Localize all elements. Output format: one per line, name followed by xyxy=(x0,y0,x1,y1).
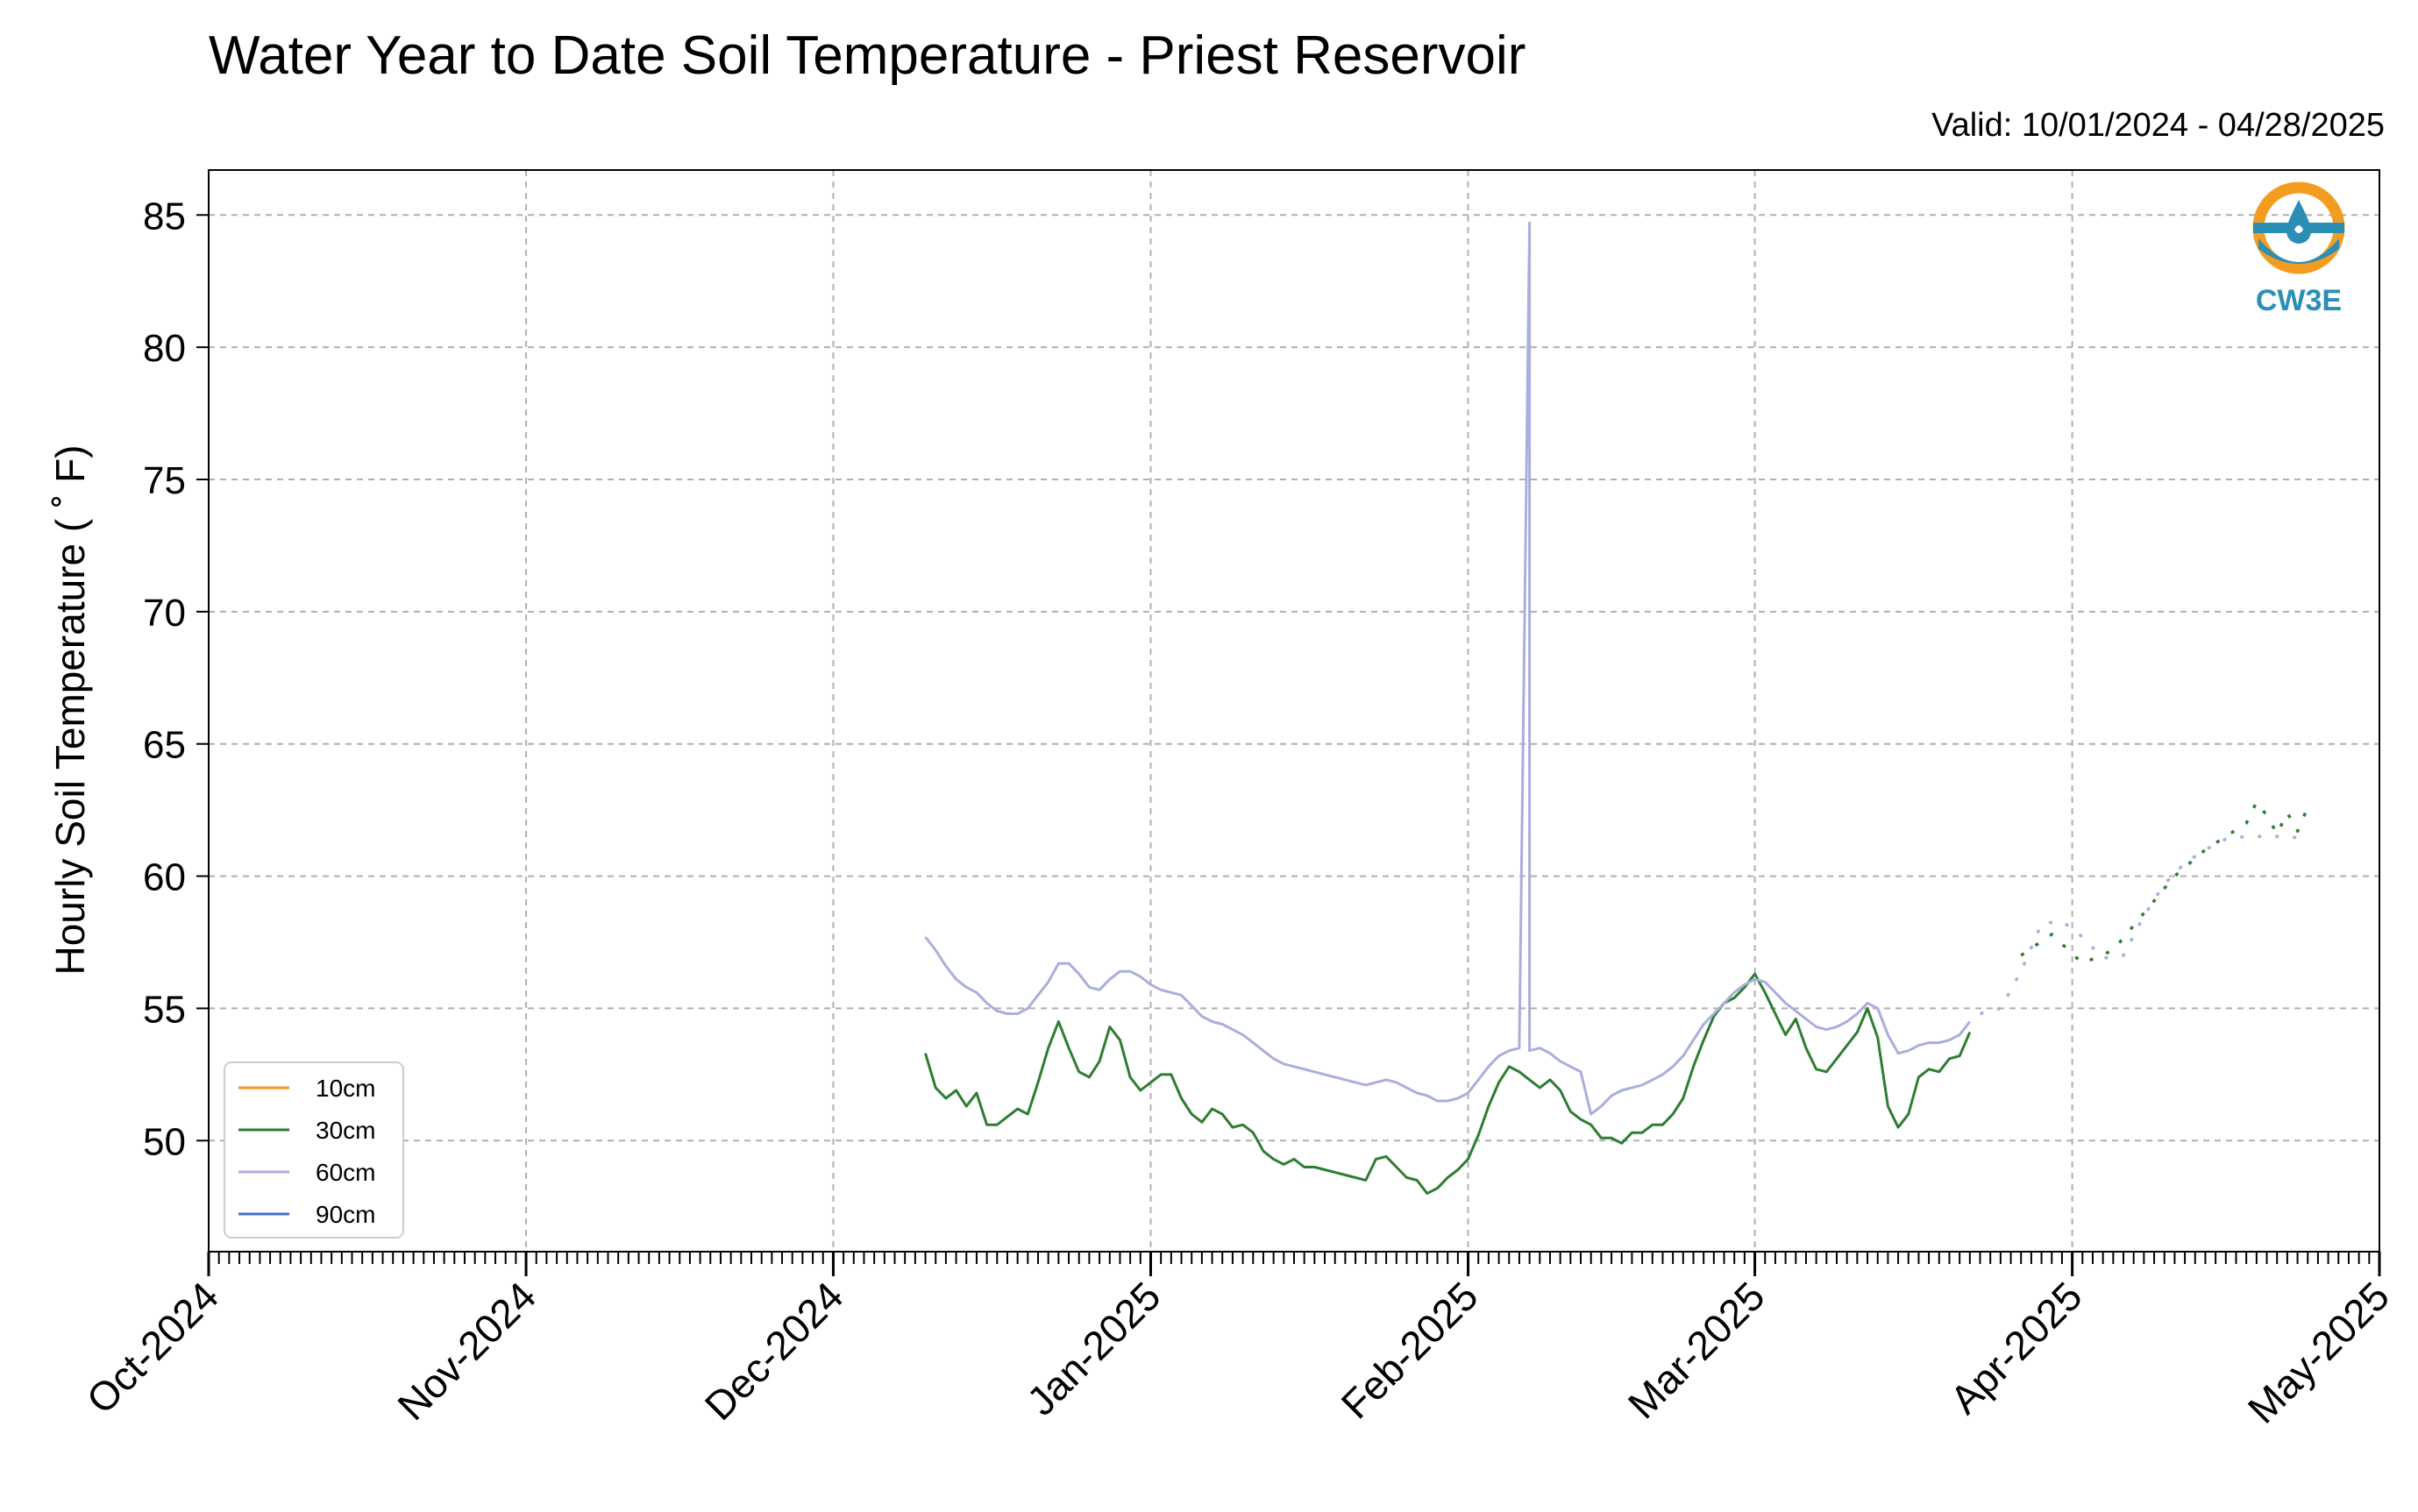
y-tick-label: 50 xyxy=(143,1120,186,1163)
cw3e-logo: CW3E xyxy=(2252,181,2345,317)
x-tick-label: Oct-2024 xyxy=(78,1273,228,1423)
series-line-60cm-late xyxy=(1980,834,2308,1016)
legend-label: 30cm xyxy=(316,1117,375,1144)
y-axis-label: Hourly Soil Temperature ( ˚ F) xyxy=(47,445,93,976)
x-tick-label: Jan-2025 xyxy=(1018,1273,1169,1423)
x-tick-label: Nov-2024 xyxy=(388,1273,544,1429)
y-tick-label: 70 xyxy=(143,592,186,635)
legend-item-60cm: 60cm xyxy=(238,1159,375,1186)
x-tick-label: Mar-2025 xyxy=(1619,1273,1774,1427)
legend-label: 90cm xyxy=(316,1201,375,1228)
legend-box xyxy=(224,1061,404,1239)
series-line-30cm xyxy=(924,972,1972,1196)
x-tick-label: Feb-2025 xyxy=(1333,1273,1487,1427)
legend-label: 60cm xyxy=(316,1159,375,1186)
y-tick-label: 80 xyxy=(143,327,186,370)
logo-text: CW3E xyxy=(2256,284,2342,317)
x-tick-label: May-2025 xyxy=(2239,1273,2398,1431)
legend-item-30cm: 30cm xyxy=(238,1117,375,1144)
series-line-60cm xyxy=(924,221,1971,1116)
x-tick-label: Apr-2025 xyxy=(1941,1273,2091,1423)
y-tick-label: 60 xyxy=(143,856,186,899)
y-tick-label: 65 xyxy=(143,724,186,767)
y-tick-label: 85 xyxy=(143,195,186,238)
plot-area-frame xyxy=(208,169,2380,1253)
y-tick-label: 55 xyxy=(143,988,186,1031)
logo-drop-highlight xyxy=(2294,225,2303,233)
logo-wave-lower xyxy=(2258,238,2339,264)
legend-item-90cm: 90cm xyxy=(238,1201,375,1228)
y-tick-label: 75 xyxy=(143,459,186,502)
series-lines xyxy=(924,221,2309,1196)
legend-label: 10cm xyxy=(316,1075,375,1102)
chart-title: Water Year to Date Soil Temperature - Pr… xyxy=(209,25,1526,86)
series-line-30cm-late xyxy=(2020,800,2309,965)
axes: 50 55 60 65 70 75 80 85 Oct-2024 Nov-2024 Dec-2024… xyxy=(78,195,2399,1431)
legend: 10cm 30cm 60cm 90cm xyxy=(224,1061,404,1239)
x-tick-label: Dec-2024 xyxy=(696,1273,852,1429)
valid-date-range: Valid: 10/01/2024 - 04/28/2025 xyxy=(1931,107,2385,144)
grid-lines xyxy=(208,170,2380,1252)
legend-item-10cm: 10cm xyxy=(238,1075,375,1102)
water-drop-icon xyxy=(2286,200,2311,244)
